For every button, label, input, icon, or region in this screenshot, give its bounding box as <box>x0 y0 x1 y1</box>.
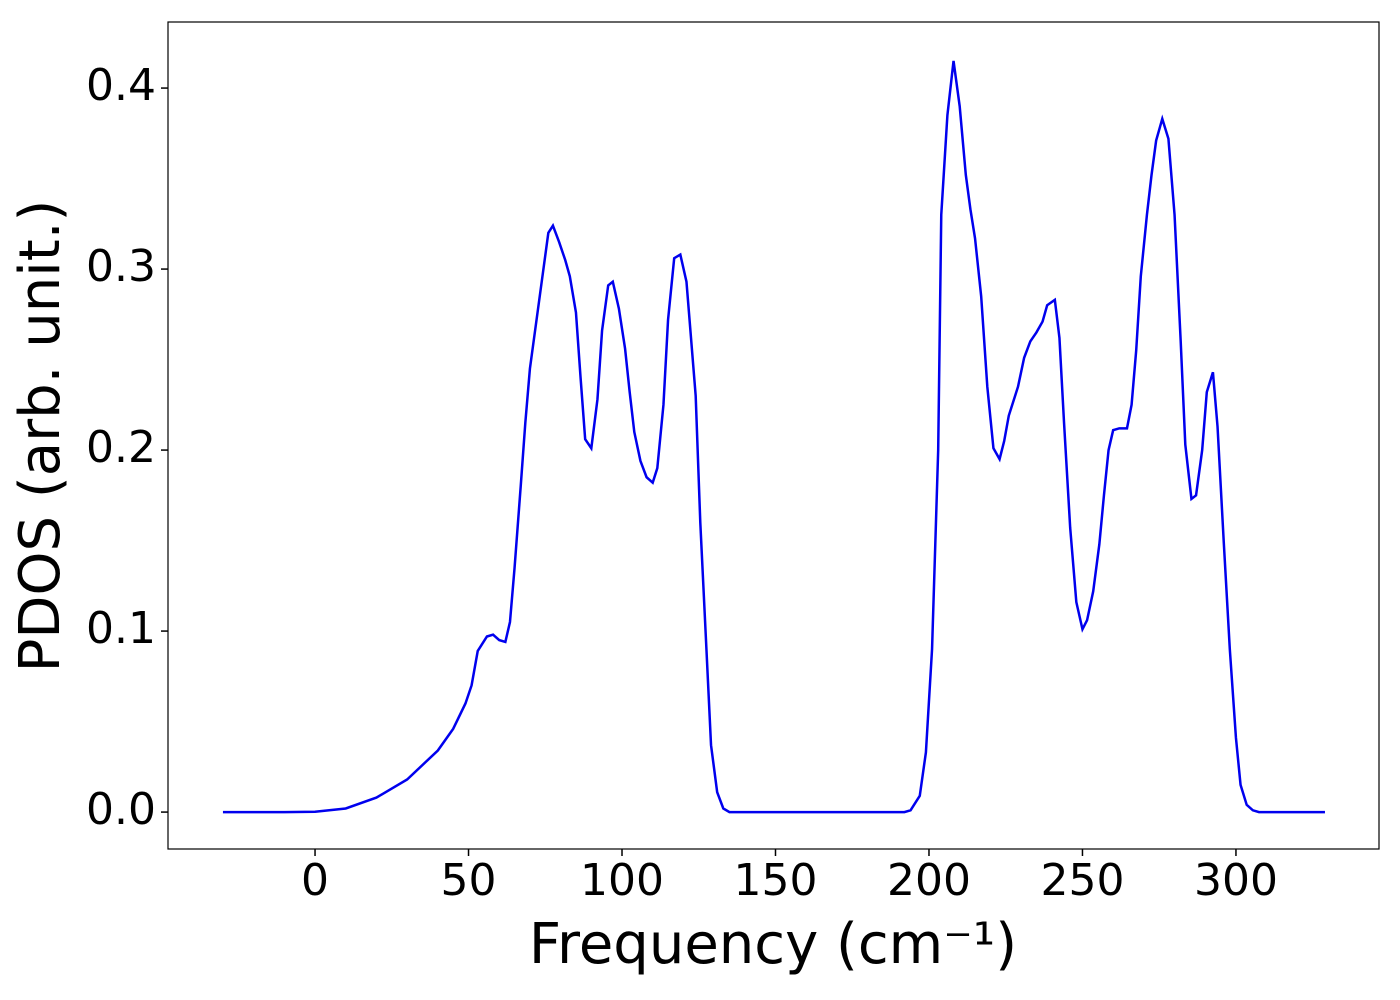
y-tick-label: 0.0 <box>86 784 156 835</box>
y-axis-label: PDOS (arb. unit.) <box>8 200 73 673</box>
x-tick-label: 200 <box>887 855 971 906</box>
x-tick-label: 250 <box>1040 855 1124 906</box>
plot-frame <box>167 21 1380 850</box>
y-tick-label: 0.4 <box>86 60 156 111</box>
x-tick-label: 0 <box>301 855 329 906</box>
y-tick-label: 0.3 <box>86 241 156 292</box>
y-tick-label: 0.2 <box>86 422 156 473</box>
data-line <box>222 60 1325 814</box>
x-tick-label: 150 <box>734 855 818 906</box>
x-tick-label: 100 <box>580 855 664 906</box>
x-tick-label: 50 <box>441 855 497 906</box>
y-tick-label: 0.1 <box>86 603 156 654</box>
x-axis-label: Frequency (cm⁻¹) <box>529 912 1017 977</box>
x-tick-label: 300 <box>1194 855 1278 906</box>
